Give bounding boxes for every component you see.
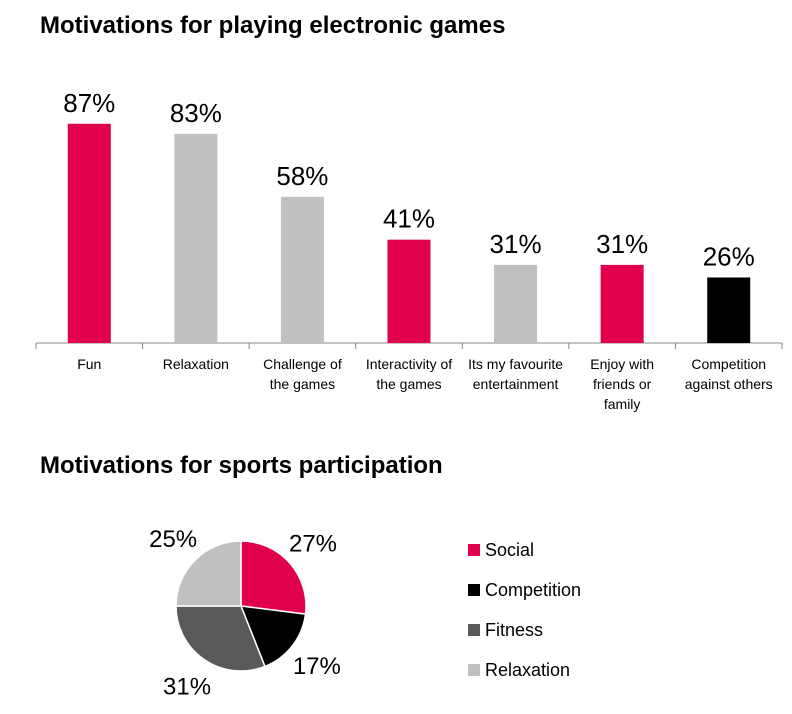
category-label-line: Challenge of bbox=[263, 356, 342, 372]
bar-chart-title: Motivations for playing electronic games bbox=[40, 12, 506, 39]
bar-value-label: 58% bbox=[276, 161, 328, 191]
category-label-line: the games bbox=[376, 376, 441, 392]
bar-value-label: 87% bbox=[63, 88, 115, 118]
category-label-line: Its my favourite bbox=[468, 356, 563, 372]
legend-swatch bbox=[468, 664, 480, 676]
bar-value-label: 31% bbox=[490, 229, 542, 259]
category-label: Fun bbox=[77, 356, 101, 372]
bar-value-label: 26% bbox=[703, 241, 755, 271]
pie-slice bbox=[239, 605, 307, 668]
category-label: Its my favourite entertainment bbox=[468, 356, 563, 392]
category-label: Challenge of the games bbox=[263, 356, 342, 392]
pie-slice bbox=[175, 540, 242, 607]
legend-label: Fitness bbox=[485, 620, 543, 640]
bar bbox=[174, 133, 218, 343]
category-label-line: family bbox=[604, 396, 641, 412]
bar bbox=[600, 264, 644, 343]
pie-slice bbox=[240, 540, 307, 615]
bar bbox=[67, 123, 111, 343]
category-label: Competition against others bbox=[685, 356, 773, 392]
bar bbox=[707, 277, 751, 343]
category-label-line: Fun bbox=[77, 356, 101, 372]
category-label-line: Competition bbox=[691, 356, 766, 372]
legend-swatch bbox=[468, 544, 480, 556]
pie-slice-label: 27% bbox=[289, 531, 337, 558]
pie-slice-label: 31% bbox=[163, 673, 211, 700]
legend-label: Social bbox=[485, 540, 534, 560]
legend-swatch bbox=[468, 624, 480, 636]
bar bbox=[494, 264, 538, 343]
legend-label: Relaxation bbox=[485, 660, 570, 680]
legend-swatch bbox=[468, 584, 480, 596]
bar-chart: 87% Fun 83% Relaxation 58% Challenge of the ga… bbox=[35, 88, 783, 412]
category-label: Relaxation bbox=[163, 356, 229, 372]
category-label-line: friends or bbox=[593, 376, 652, 392]
category-label: Enjoy with friends or family bbox=[590, 356, 654, 412]
pie-slice-label: 25% bbox=[149, 526, 197, 553]
category-label-line: Interactivity of bbox=[366, 356, 452, 372]
category-label-line: against others bbox=[685, 376, 773, 392]
pie-slice bbox=[175, 605, 266, 672]
pie-legend: Social Competition Fitness Relaxation bbox=[468, 540, 581, 680]
category-label-line: entertainment bbox=[473, 376, 559, 392]
pie-chart: 27% 17% 31% 25% bbox=[149, 526, 341, 700]
bar-value-label: 41% bbox=[383, 204, 435, 234]
pie-chart-title: Motivations for sports participation bbox=[40, 452, 443, 479]
bar bbox=[387, 239, 431, 343]
category-label: Interactivity of the games bbox=[366, 356, 452, 392]
legend-label: Competition bbox=[485, 580, 581, 600]
category-label-line: the games bbox=[270, 376, 335, 392]
bar-value-label: 31% bbox=[596, 229, 648, 259]
category-label-line: Relaxation bbox=[163, 356, 229, 372]
category-label-line: Enjoy with bbox=[590, 356, 654, 372]
bar-value-label: 83% bbox=[170, 98, 222, 128]
pie-slice-label: 17% bbox=[293, 653, 341, 680]
bar bbox=[280, 196, 324, 343]
